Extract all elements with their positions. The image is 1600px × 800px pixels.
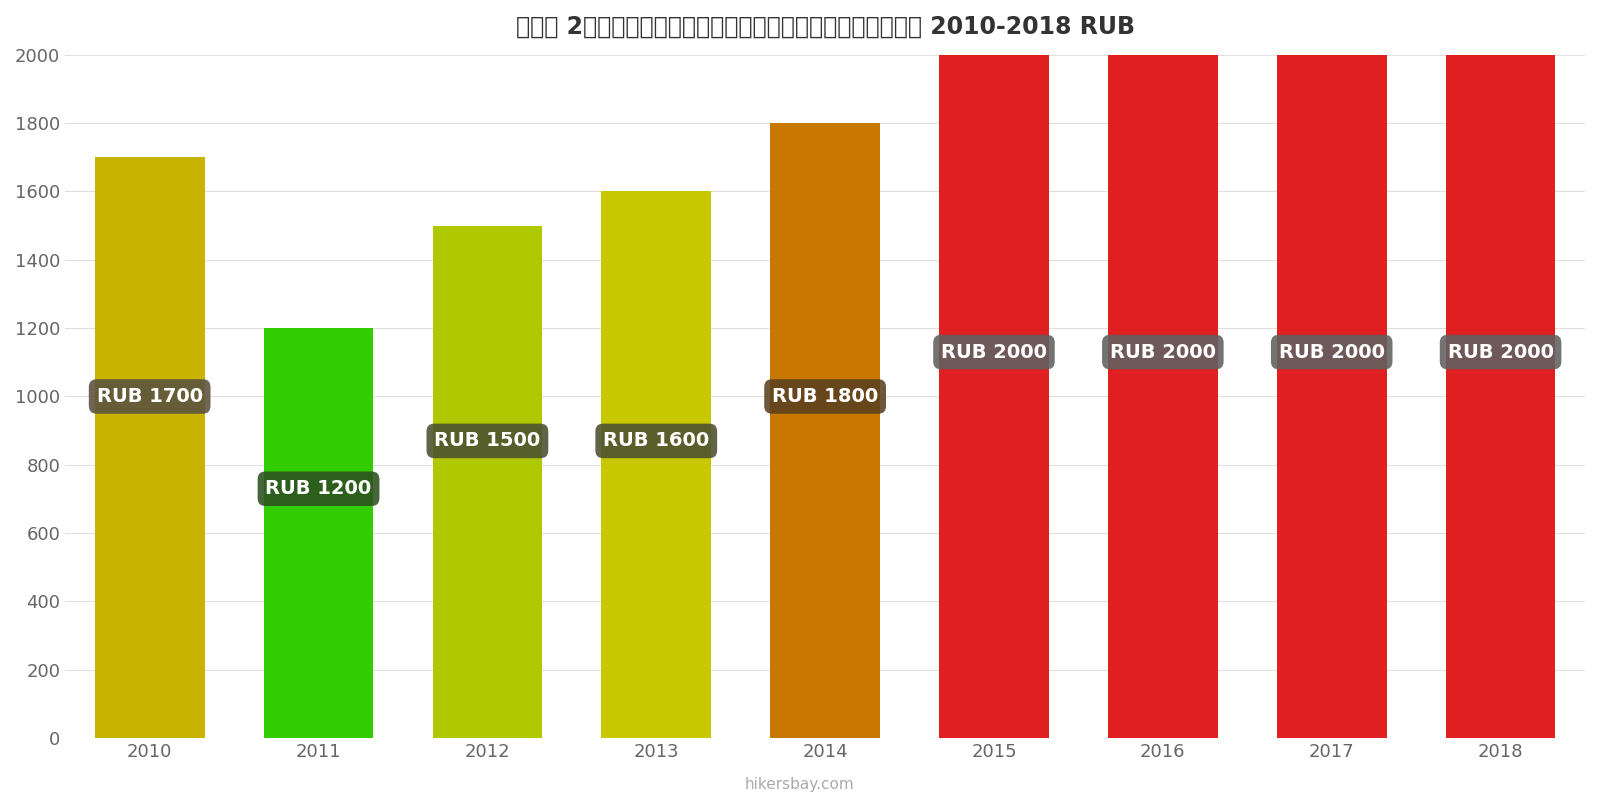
Title: ロシア 2名様分のお食事、ミッドレンジレストラン、３コース 2010-2018 RUB: ロシア 2名様分のお食事、ミッドレンジレストラン、３コース 2010-2018 … <box>515 15 1134 39</box>
Bar <box>94 158 205 738</box>
Bar <box>602 191 710 738</box>
Bar <box>432 226 542 738</box>
Bar <box>264 328 373 738</box>
Text: RUB 2000: RUB 2000 <box>941 342 1046 362</box>
Text: RUB 1500: RUB 1500 <box>434 431 541 450</box>
Bar <box>1446 55 1555 738</box>
Text: RUB 2000: RUB 2000 <box>1110 342 1216 362</box>
Text: RUB 2000: RUB 2000 <box>1278 342 1384 362</box>
Bar <box>939 55 1050 738</box>
Text: RUB 2000: RUB 2000 <box>1448 342 1554 362</box>
Text: RUB 1600: RUB 1600 <box>603 431 709 450</box>
Bar <box>770 123 880 738</box>
Text: hikersbay.com: hikersbay.com <box>746 777 854 792</box>
Text: RUB 1200: RUB 1200 <box>266 479 371 498</box>
Bar <box>1107 55 1218 738</box>
Text: RUB 1700: RUB 1700 <box>96 387 203 406</box>
Bar <box>1277 55 1387 738</box>
Text: RUB 1800: RUB 1800 <box>771 387 878 406</box>
